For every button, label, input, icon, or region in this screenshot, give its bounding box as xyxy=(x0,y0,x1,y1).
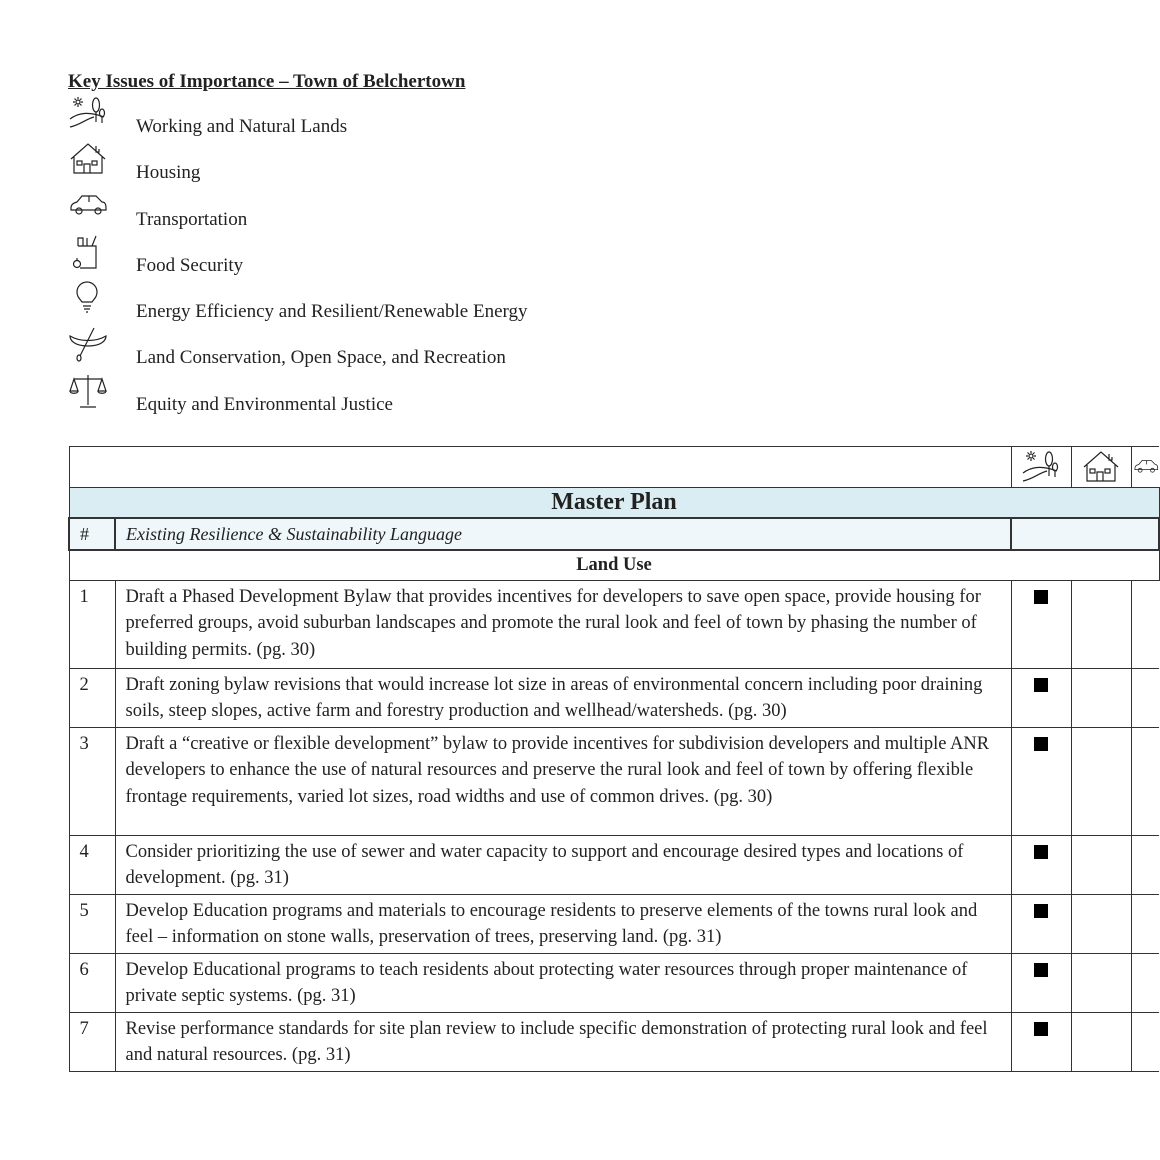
transportation-mark xyxy=(1130,893,1159,954)
row-number: 7 xyxy=(68,1011,116,1072)
icon-header-row xyxy=(68,446,1159,488)
working-lands-mark xyxy=(1010,726,1072,836)
section-title-row: Master Plan xyxy=(68,487,1160,518)
transportation-mark xyxy=(1130,667,1159,728)
working-lands-mark xyxy=(1010,834,1072,895)
legend-label: Equity and Environmental Justice xyxy=(136,393,393,415)
row-number: 3 xyxy=(68,726,116,836)
table-row: 7 Revise performance standards for site … xyxy=(68,1011,1159,1072)
legend-label: Land Conservation, Open Space, and Recre… xyxy=(136,347,506,369)
housing-mark xyxy=(1070,667,1132,728)
row-number: 2 xyxy=(68,667,116,728)
checked-square-icon xyxy=(1034,677,1048,692)
checked-square-icon xyxy=(1034,589,1048,604)
table-row: 6 Develop Educational programs to teach … xyxy=(68,952,1159,1013)
row-number: 5 xyxy=(68,893,116,954)
row-text: Develop Educational programs to teach re… xyxy=(114,952,1012,1013)
checked-square-icon xyxy=(1034,1021,1048,1036)
row-text: Consider prioritizing the use of sewer a… xyxy=(114,834,1012,895)
housing-mark xyxy=(1070,834,1132,895)
col-num-header: # xyxy=(68,516,116,551)
car-icon xyxy=(1134,460,1158,473)
row-text: Draft a Phased Development Bylaw that pr… xyxy=(114,579,1012,669)
legend-label: Housing xyxy=(136,162,201,184)
page-title: Key Issues of Importance – Town of Belch… xyxy=(68,71,466,92)
working-lands-mark xyxy=(1010,579,1072,669)
legend-label: Food Security xyxy=(136,254,244,276)
transportation-mark xyxy=(1130,726,1159,836)
checked-square-icon xyxy=(1034,844,1048,859)
housing-mark xyxy=(1070,726,1132,836)
table-row: 1 Draft a Phased Development Bylaw that … xyxy=(68,579,1159,669)
table-row: 3 Draft a “creative or flexible developm… xyxy=(68,726,1159,836)
col-text-header: Existing Resilience & Sustainability Lan… xyxy=(114,516,1012,551)
house-icon xyxy=(1083,451,1119,482)
row-number: 1 xyxy=(68,579,116,669)
row-text: Develop Education programs and materials… xyxy=(114,893,1012,954)
transportation-mark xyxy=(1130,834,1159,895)
working-lands-mark xyxy=(1010,893,1072,954)
row-text: Revise performance standards for site pl… xyxy=(114,1011,1012,1072)
row-text: Draft a “creative or flexible developmen… xyxy=(114,726,1012,836)
row-number: 4 xyxy=(68,834,116,895)
checked-square-icon xyxy=(1034,736,1048,751)
working-lands-mark xyxy=(1010,1011,1072,1072)
canoe-icon xyxy=(69,327,107,363)
legend-label: Working and Natural Lands xyxy=(136,116,348,137)
table-row: 2 Draft zoning bylaw revisions that woul… xyxy=(68,667,1159,728)
housing-mark xyxy=(1070,952,1132,1013)
housing-mark xyxy=(1070,1011,1132,1072)
housing-mark xyxy=(1070,579,1132,669)
subsection-row: Land Use xyxy=(68,549,1160,581)
transportation-mark xyxy=(1130,1011,1159,1072)
row-number: 6 xyxy=(68,952,116,1013)
column-header-row: # Existing Resilience & Sustainability L… xyxy=(68,516,1160,551)
working-lands-mark xyxy=(1010,667,1072,728)
car-icon xyxy=(70,194,107,215)
landscape-icon xyxy=(1022,450,1059,482)
transportation-mark xyxy=(1130,579,1159,669)
transportation-mark xyxy=(1130,952,1159,1013)
legend-label: Transportation xyxy=(136,208,248,230)
master-plan-table: Master Plan # Existing Resilience & Sust… xyxy=(68,446,1160,1072)
housing-mark xyxy=(1070,893,1132,954)
working-lands-mark xyxy=(1010,952,1072,1013)
legend-label: Energy Efficiency and Resilient/Renewabl… xyxy=(136,301,528,323)
house-icon xyxy=(70,143,106,174)
checked-square-icon xyxy=(1034,903,1048,918)
table-row: 4 Consider prioritizing the use of sewer… xyxy=(68,834,1159,895)
checked-square-icon xyxy=(1034,962,1048,977)
table-row: 5 Develop Education programs and materia… xyxy=(68,893,1159,954)
landscape-icon xyxy=(69,96,106,128)
section-title: Master Plan xyxy=(68,487,1160,518)
scales-icon xyxy=(69,374,107,408)
lightbulb-icon xyxy=(76,281,98,313)
grocery-bag-icon xyxy=(72,235,97,269)
row-text: Draft zoning bylaw revisions that would … xyxy=(114,667,1012,728)
subsection-title: Land Use xyxy=(68,549,1160,581)
